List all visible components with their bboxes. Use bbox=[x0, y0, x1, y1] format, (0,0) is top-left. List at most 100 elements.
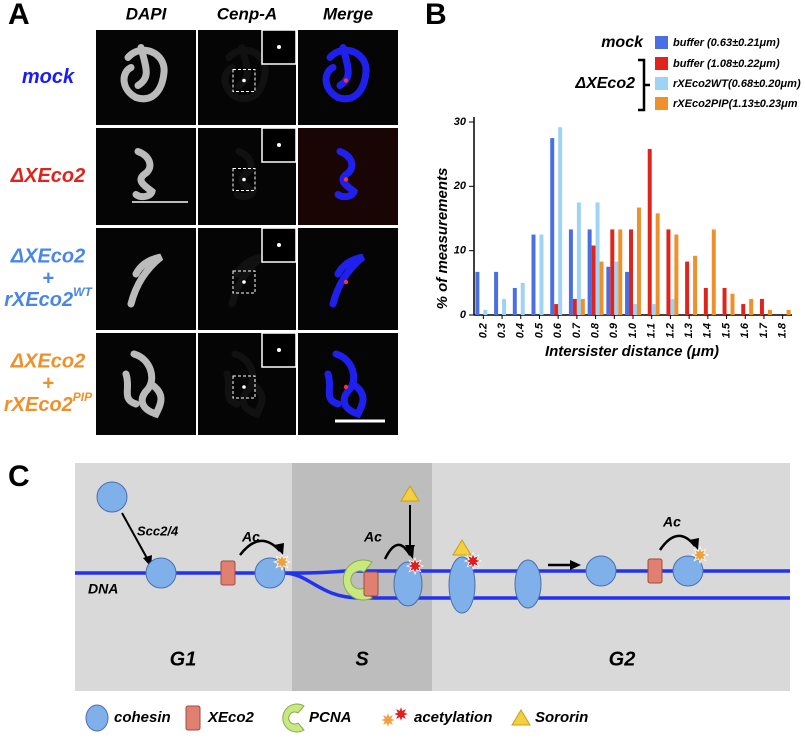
bar bbox=[670, 298, 675, 315]
diagram-label: acetylation bbox=[414, 709, 492, 726]
diagram-label: G1 bbox=[170, 648, 197, 670]
cohesin bbox=[585, 555, 617, 587]
y-tick-label: 0 bbox=[460, 309, 467, 321]
x-tick-label: 1.5 bbox=[720, 322, 732, 338]
row-label: rXEco2PIP bbox=[4, 390, 93, 416]
spot bbox=[277, 45, 281, 49]
chromatin bbox=[329, 253, 366, 308]
spot bbox=[242, 177, 246, 182]
bar bbox=[550, 138, 555, 315]
inset bbox=[261, 332, 297, 368]
bar bbox=[674, 234, 679, 315]
legend-swatch bbox=[655, 77, 668, 90]
bar bbox=[629, 229, 633, 315]
y-tick-label: 10 bbox=[454, 245, 467, 257]
x-tick-label: 0.5 bbox=[533, 322, 545, 338]
bar bbox=[512, 287, 517, 315]
diagram-label: PCNA bbox=[309, 709, 352, 726]
diagram-label: DNA bbox=[88, 581, 118, 597]
bar bbox=[636, 207, 641, 315]
bar bbox=[655, 213, 660, 315]
bar bbox=[610, 229, 615, 315]
bar bbox=[572, 298, 577, 315]
bar bbox=[576, 202, 581, 315]
x-tick-label: 1.0 bbox=[627, 322, 639, 338]
bar bbox=[633, 304, 637, 315]
bar bbox=[722, 287, 727, 315]
bar bbox=[595, 202, 600, 315]
x-tick-label: 1.1 bbox=[646, 323, 658, 338]
bar bbox=[554, 304, 559, 315]
arrow-head bbox=[570, 560, 581, 570]
bar bbox=[520, 282, 525, 315]
diagram-label: cohesin bbox=[114, 709, 171, 726]
chromatin bbox=[122, 350, 165, 419]
cohesin bbox=[85, 704, 109, 732]
row-label: mock bbox=[22, 66, 75, 88]
acetylation bbox=[378, 710, 398, 730]
row-label: + bbox=[42, 372, 54, 394]
row-label-sup: WT bbox=[73, 285, 93, 299]
sororin bbox=[511, 709, 531, 726]
y-tick-label: 30 bbox=[454, 116, 467, 128]
legend-label: rXEco2PIP(1.13±0.23μm bbox=[673, 98, 798, 110]
bar bbox=[591, 245, 596, 315]
bar bbox=[741, 304, 746, 315]
row-label: ΔXEco2 bbox=[10, 245, 86, 267]
x-tick-label: 1.2 bbox=[664, 323, 676, 338]
cohesin bbox=[448, 556, 476, 614]
panel-label: B bbox=[425, 0, 447, 31]
diagram-label: Scc2/4 bbox=[137, 523, 179, 538]
legend-swatch bbox=[655, 97, 668, 110]
bar bbox=[614, 261, 619, 315]
bar bbox=[767, 309, 772, 315]
chromatin bbox=[127, 253, 164, 308]
cohesin bbox=[514, 559, 542, 609]
bar bbox=[475, 271, 480, 315]
bar bbox=[730, 293, 735, 315]
micrograph bbox=[96, 333, 196, 435]
roi bbox=[232, 168, 256, 191]
x-tick-label: 0.4 bbox=[515, 323, 527, 338]
xeco2 bbox=[185, 705, 201, 731]
spot bbox=[242, 385, 246, 389]
x-tick-label: 1.8 bbox=[777, 322, 789, 338]
sororin bbox=[452, 539, 472, 556]
diagram-label: S bbox=[355, 648, 369, 670]
acetylation bbox=[272, 552, 292, 572]
bar bbox=[711, 229, 716, 315]
bar bbox=[749, 298, 754, 315]
y-tick-label: 20 bbox=[453, 180, 467, 192]
y-axis-label: % of measurements bbox=[434, 168, 451, 310]
bar bbox=[568, 229, 573, 315]
bar bbox=[539, 234, 544, 315]
legend-group: ΔXEco2 bbox=[574, 75, 635, 92]
roi bbox=[232, 270, 256, 294]
bar bbox=[759, 298, 764, 315]
x-tick-label: 1.3 bbox=[683, 323, 695, 338]
arrow bbox=[121, 512, 149, 561]
xeco2 bbox=[647, 558, 663, 584]
arrow-head bbox=[689, 538, 699, 550]
bar bbox=[786, 309, 791, 315]
legend-swatch bbox=[655, 57, 668, 70]
bar bbox=[685, 261, 690, 315]
diagram-label: G2 bbox=[609, 648, 636, 670]
bar bbox=[693, 255, 698, 315]
bar bbox=[558, 127, 563, 315]
diagram-label: XEco2 bbox=[207, 709, 255, 726]
roi bbox=[232, 375, 256, 399]
xeco2 bbox=[220, 560, 236, 586]
micrograph bbox=[298, 228, 398, 330]
legend-bracket bbox=[638, 58, 650, 112]
x-tick-label: 1.4 bbox=[702, 323, 714, 338]
acetylation bbox=[405, 556, 425, 576]
bar bbox=[606, 266, 611, 315]
bar bbox=[531, 234, 536, 315]
spot bbox=[277, 143, 281, 147]
bar bbox=[587, 229, 592, 315]
bar bbox=[494, 271, 499, 315]
chromatin bbox=[120, 44, 168, 103]
chromatin bbox=[233, 148, 257, 201]
